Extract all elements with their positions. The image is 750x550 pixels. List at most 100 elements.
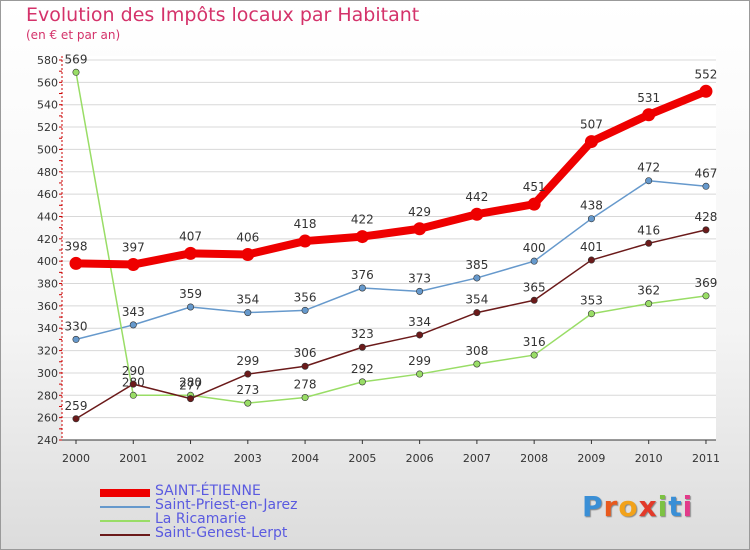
x-tick-label: 2001 xyxy=(119,452,147,465)
data-point xyxy=(72,335,80,343)
data-point xyxy=(184,246,198,260)
data-point xyxy=(129,321,137,329)
data-label: 385 xyxy=(465,258,488,272)
legend-label: Saint-Priest-en-Jarez xyxy=(155,497,298,513)
data-label: 353 xyxy=(580,294,603,308)
data-label: 552 xyxy=(695,67,718,81)
data-label: 418 xyxy=(294,217,317,231)
data-label: 343 xyxy=(122,305,145,319)
data-point xyxy=(645,177,653,185)
data-label: 429 xyxy=(408,205,431,219)
y-tick-label: 380 xyxy=(37,278,58,291)
data-label: 277 xyxy=(179,379,202,393)
data-label: 369 xyxy=(695,276,718,290)
data-label: 299 xyxy=(408,354,431,368)
logo-letter: t xyxy=(668,490,683,523)
y-tick-label: 580 xyxy=(37,54,58,67)
logo-letter: o xyxy=(618,490,639,523)
data-point xyxy=(587,310,595,318)
y-tick-label: 500 xyxy=(37,143,58,156)
logo-letter: P xyxy=(582,490,604,523)
data-point xyxy=(301,306,309,314)
data-label: 273 xyxy=(236,383,259,397)
data-point xyxy=(473,274,481,282)
data-label: 306 xyxy=(294,346,317,360)
data-label: 290 xyxy=(122,364,145,378)
data-label: 365 xyxy=(523,280,546,294)
data-point xyxy=(584,135,598,149)
data-point xyxy=(126,258,140,272)
data-point xyxy=(301,394,309,402)
data-label: 334 xyxy=(408,315,431,329)
data-label: 472 xyxy=(637,161,660,175)
y-tick-label: 520 xyxy=(37,121,58,134)
data-point xyxy=(702,226,710,234)
data-label: 356 xyxy=(294,290,317,304)
y-tick-label: 480 xyxy=(37,166,58,179)
data-point xyxy=(298,234,312,248)
data-point xyxy=(358,343,366,351)
data-label: 401 xyxy=(580,240,603,254)
data-label: 397 xyxy=(122,241,145,255)
data-label: 354 xyxy=(236,293,259,307)
x-tick-label: 2008 xyxy=(520,452,548,465)
data-point xyxy=(473,360,481,368)
y-tick-label: 420 xyxy=(37,233,58,246)
data-label: 278 xyxy=(294,378,317,392)
data-point xyxy=(470,207,484,221)
data-point xyxy=(699,84,713,98)
data-point xyxy=(587,215,595,223)
data-label: 507 xyxy=(580,118,603,132)
y-tick-label: 280 xyxy=(37,389,58,402)
data-point xyxy=(244,399,252,407)
x-tick-label: 2007 xyxy=(463,452,491,465)
data-label: 467 xyxy=(695,166,718,180)
y-tick-label: 360 xyxy=(37,300,58,313)
data-point xyxy=(645,300,653,308)
data-label: 531 xyxy=(637,91,660,105)
data-point xyxy=(301,362,309,370)
data-label: 416 xyxy=(637,223,660,237)
logo-letter: x xyxy=(638,490,658,523)
y-tick-label: 400 xyxy=(37,255,58,268)
x-tick-label: 2011 xyxy=(692,452,720,465)
data-point xyxy=(244,309,252,317)
data-label: 442 xyxy=(465,190,488,204)
logo-letter: i xyxy=(657,490,669,523)
data-point xyxy=(587,256,595,264)
data-point xyxy=(355,230,369,244)
x-tick-label: 2006 xyxy=(406,452,434,465)
series-line xyxy=(72,87,710,269)
data-label: 407 xyxy=(179,229,202,243)
data-label: 569 xyxy=(65,52,88,66)
data-label: 292 xyxy=(351,362,374,376)
data-label: 362 xyxy=(637,284,660,298)
data-label: 299 xyxy=(236,354,259,368)
data-point xyxy=(645,239,653,247)
data-label: 308 xyxy=(465,344,488,358)
data-point xyxy=(129,380,137,388)
data-label: 323 xyxy=(351,327,374,341)
data-point xyxy=(72,415,80,423)
proxiti-logo: Proxiti xyxy=(582,490,693,523)
series-line xyxy=(75,229,707,420)
data-point xyxy=(358,284,366,292)
data-label: 354 xyxy=(465,293,488,307)
data-label: 406 xyxy=(236,230,259,244)
x-tick-label: 2005 xyxy=(348,452,376,465)
data-point xyxy=(473,309,481,317)
data-point xyxy=(244,370,252,378)
legend-label: La Ricamarie xyxy=(155,511,247,527)
data-point xyxy=(702,292,710,300)
data-point xyxy=(187,303,195,311)
data-point xyxy=(129,391,137,399)
x-tick-label: 2004 xyxy=(291,452,319,465)
data-point xyxy=(69,256,83,270)
data-point xyxy=(530,257,538,265)
data-label: 400 xyxy=(523,241,546,255)
data-point xyxy=(416,370,424,378)
chart-subtitle: (en € et par an) xyxy=(26,28,121,42)
data-label: 316 xyxy=(523,335,546,349)
y-tick-label: 320 xyxy=(37,345,58,358)
